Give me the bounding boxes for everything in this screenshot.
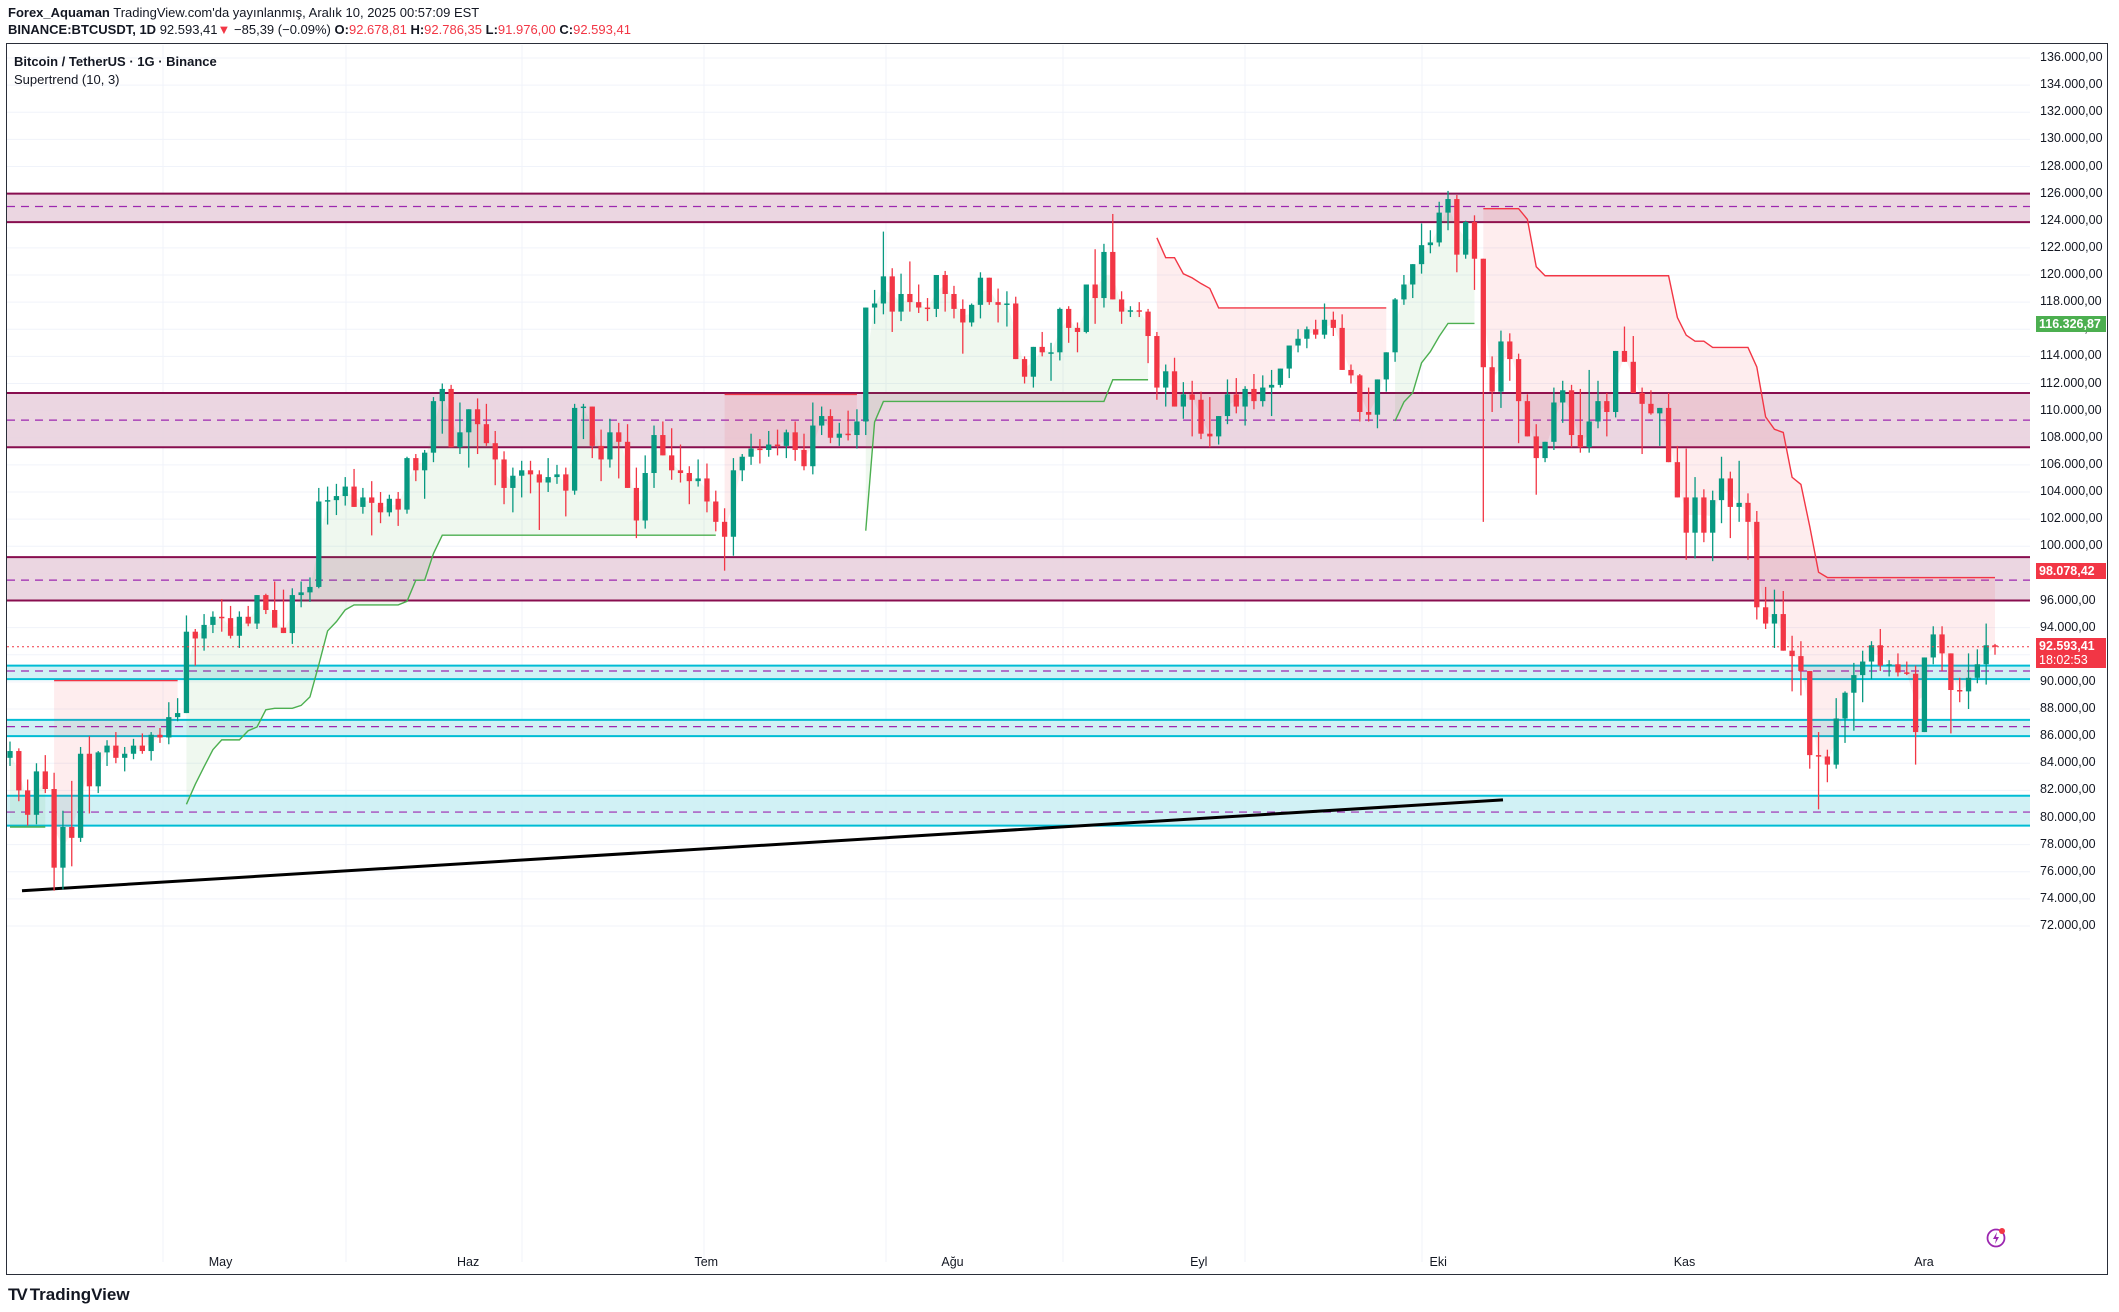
supertrend-fill [1395, 205, 1475, 421]
support-zone[interactable] [7, 794, 2030, 827]
time-tick-label: Ara [1914, 1255, 1934, 1269]
last-price: 92.593,41 [159, 22, 218, 37]
close-label: C: [559, 22, 574, 37]
last-price-tag: 92.593,41 18:02:53 [2036, 637, 2106, 668]
price-tick-label: 120.000,00 [2040, 267, 2103, 281]
support-zone[interactable] [7, 664, 2030, 681]
supertrend-fill [54, 680, 178, 848]
price-tick-label: 110.000,00 [2040, 402, 2102, 417]
brand-name: TradingView [29, 1285, 130, 1304]
publish-info: TradingView.com'da yayınlanmış, Aralık 1… [113, 5, 480, 20]
price-tick-label: 86.000,00 [2040, 728, 2096, 743]
price-tick-label: 80.000,00 [2040, 809, 2096, 824]
time-tick-label: Haz [457, 1255, 480, 1269]
supertrend-up-line[interactable] [1394, 322, 1475, 422]
price-tick-label: 88.000,00 [2040, 701, 2096, 715]
tradingview-logo[interactable]: TV TradingView [8, 1285, 130, 1305]
price-tick-label: 114.000,00 [2040, 348, 2102, 363]
price-tick-label: 132.000,00 [2040, 104, 2103, 119]
support-zone[interactable] [7, 718, 2030, 738]
supertrend-down-line[interactable] [1483, 207, 1995, 579]
tv-mark-icon: TV [8, 1285, 28, 1304]
time-tick-label: Ağu [941, 1255, 964, 1269]
price-tick-label: 102.000,00 [2040, 511, 2103, 526]
price-tick-label: 104.000,00 [2040, 484, 2103, 498]
price-tick-label: 118.000,00 [2040, 294, 2102, 309]
price-tick-label: 84.000,00 [2040, 755, 2096, 770]
resistance-zone[interactable] [7, 192, 2030, 224]
open-value: 92.678,81 [348, 22, 407, 37]
resistance-zone[interactable] [7, 556, 2030, 602]
price-tick-label: 100.000,00 [2040, 538, 2103, 553]
supertrend-up-price-tag: 116.326,87 [2036, 315, 2106, 332]
time-tick-label: May [208, 1255, 233, 1269]
open-label: O: [334, 22, 349, 37]
supertrend-fill [186, 395, 716, 805]
high-label: H: [410, 22, 425, 37]
price-tick-label: 128.000,00 [2040, 158, 2103, 173]
supertrend-down-price-tag: 98.078,42 [2036, 563, 2106, 580]
price-change: −85,39 (−0.09%) [234, 22, 331, 37]
time-tick-label: Kas [1673, 1255, 1696, 1269]
low-value: 91.976,00 [497, 22, 556, 37]
symbol-label: BINANCE:BTCUSDT, 1D [8, 22, 157, 37]
lightning-alert-icon[interactable] [1986, 1226, 2008, 1248]
supertrend-up-line[interactable] [185, 534, 716, 805]
ohlc-line: BINANCE:BTCUSDT, 1D 92.593,41▼ −85,39 (−… [8, 22, 631, 38]
price-tick-label: 82.000,00 [2040, 782, 2096, 797]
supertrend-fill [1156, 237, 1387, 436]
time-tick-label: Eyl [1190, 1255, 1208, 1269]
high-value: 92.786,35 [424, 22, 482, 37]
price-tick-label: 122.000,00 [2040, 239, 2103, 254]
price-tick-label: 76.000,00 [2040, 863, 2096, 878]
indicator-title[interactable]: Supertrend (10, 3) [14, 72, 120, 87]
price-tick-label: 78.000,00 [2040, 836, 2096, 851]
author-name[interactable]: Forex_Aquaman [8, 5, 110, 20]
price-tick-label: 90.000,00 [2040, 673, 2096, 688]
price-tick-label: 94.000,00 [2040, 619, 2096, 634]
price-tick-label: 112.000,00 [2040, 375, 2102, 390]
price-tick-label: 74.000,00 [2040, 890, 2096, 905]
ascending-trendline[interactable] [21, 798, 1504, 893]
price-tick-label: 96.000,00 [2040, 592, 2096, 607]
last-price-value: 92.593,41 [2039, 638, 2095, 653]
supertrend-up-line[interactable] [865, 379, 1149, 531]
series-title[interactable]: Bitcoin / TetherUS · 1G · Binance [14, 54, 217, 69]
price-tick-label: 72.000,00 [2040, 918, 2096, 932]
price-tick-label: 126.000,00 [2040, 185, 2103, 200]
price-tick-label: 124.000,00 [2040, 212, 2103, 227]
chart-frame [6, 43, 2108, 1275]
time-tick-label: Eki [1429, 1255, 1447, 1269]
down-arrow-icon: ▼ [217, 22, 231, 37]
chart-legend: Bitcoin / TetherUS · 1G · Binance Supert… [14, 53, 217, 89]
price-tick-label: 108.000,00 [2040, 429, 2103, 444]
price-tick-label: 134.000,00 [2040, 77, 2103, 92]
bar-countdown: 18:02:53 [2039, 652, 2088, 667]
publish-line: Forex_Aquaman TradingView.com'da yayınla… [8, 5, 479, 21]
price-tick-label: 106.000,00 [2040, 456, 2103, 471]
time-tick-label: Tem [694, 1255, 719, 1269]
price-tick-label: 136.000,00 [2040, 50, 2103, 64]
low-label: L: [485, 22, 498, 37]
close-value: 92.593,41 [573, 22, 631, 37]
price-tick-label: 130.000,00 [2040, 131, 2103, 146]
supertrend-down-line[interactable] [1156, 237, 1387, 309]
candlesticks[interactable] [7, 190, 1998, 891]
supertrend-fill [724, 394, 857, 530]
